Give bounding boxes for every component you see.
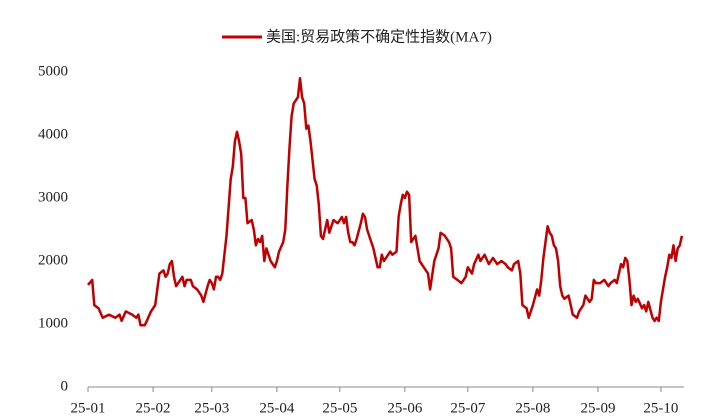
x-tick-label: 25-02 [136, 400, 171, 416]
legend-label: 美国:贸易政策不确定性指数(MA7) [266, 28, 492, 45]
x-tick-label: 25-10 [643, 400, 678, 416]
x-tick-label: 25-09 [580, 400, 615, 416]
x-tick-label: 25-05 [322, 400, 357, 416]
y-tick-label: 4000 [38, 126, 68, 142]
data-line [87, 77, 684, 327]
x-tick-label: 25-04 [259, 400, 294, 416]
y-tick-label: 0 [61, 378, 69, 394]
x-tick-label: 25-01 [71, 400, 106, 416]
y-tick-label: 5000 [38, 63, 68, 79]
y-tick-label: 1000 [38, 315, 68, 331]
x-tick-label: 25-03 [194, 400, 229, 416]
y-tick-label: 2000 [38, 252, 68, 268]
x-tick-label: 25-06 [387, 400, 422, 416]
x-tick-label: 25-08 [515, 400, 550, 416]
y-tick-label: 3000 [38, 189, 68, 205]
x-tick-label: 25-07 [450, 400, 485, 416]
